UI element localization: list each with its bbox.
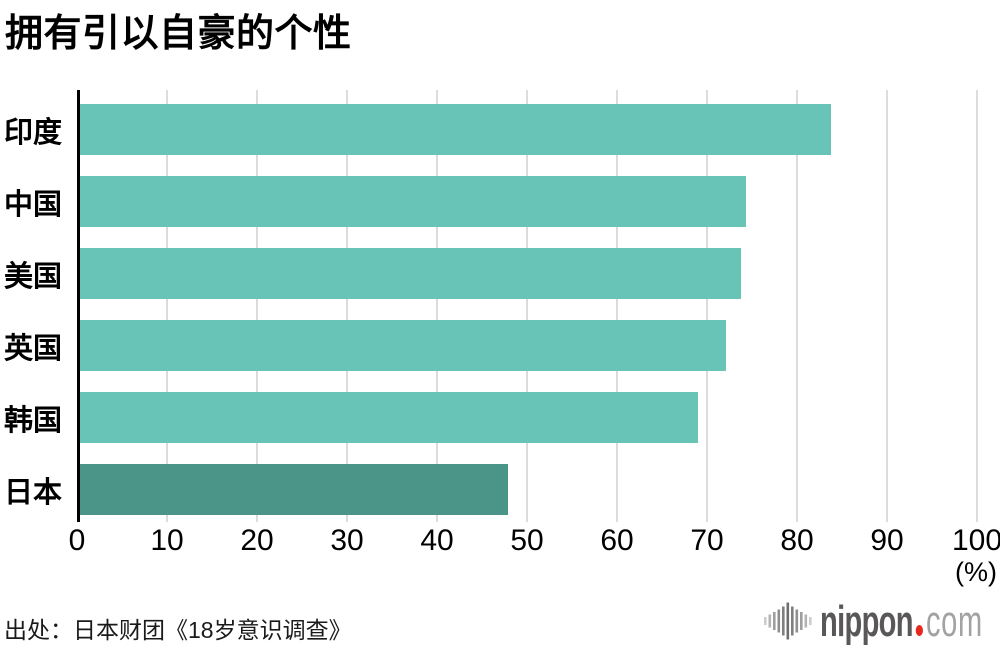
bar-美国 xyxy=(80,248,742,299)
x-tick-label-10: 10 xyxy=(150,524,184,557)
soundwave-bars-icon xyxy=(764,602,812,640)
x-tick-label-20: 20 xyxy=(240,524,274,557)
gridline-100 xyxy=(976,90,978,522)
nippon-logo: nippon com xyxy=(764,597,1000,646)
category-label-日本: 日本 xyxy=(4,476,63,509)
x-tick-label-0: 0 xyxy=(68,524,86,557)
unit-label: (%) xyxy=(955,557,997,587)
gridline-30 xyxy=(346,90,348,522)
x-tick-label-70: 70 xyxy=(690,524,724,557)
category-label-印度: 印度 xyxy=(4,116,63,149)
x-tick-label-90: 90 xyxy=(870,524,904,557)
x-tick-label-50: 50 xyxy=(510,524,544,557)
category-label-英国: 英国 xyxy=(4,332,63,365)
category-label-韩国: 韩国 xyxy=(4,404,63,437)
gridline-40 xyxy=(436,90,438,522)
bar-日本 xyxy=(80,464,509,515)
gridline-10 xyxy=(166,90,168,522)
x-tick-label-30: 30 xyxy=(330,524,364,557)
source-caption: 出处：日本财团《18岁意识调查》 xyxy=(4,617,352,643)
x-tick-label-60: 60 xyxy=(600,524,634,557)
category-label-中国: 中国 xyxy=(4,188,63,221)
category-axis: 印度中国美国英国韩国日本 xyxy=(0,90,77,522)
gridline-50 xyxy=(526,90,528,522)
gridline-20 xyxy=(256,90,258,522)
chart-title: 拥有引以自豪的个性 xyxy=(5,13,352,55)
nippon-logo-text: nippon com xyxy=(820,597,983,646)
x-tick-label-40: 40 xyxy=(420,524,454,557)
bar-韩国 xyxy=(80,392,698,443)
x-tick-label-100: 100 xyxy=(951,524,1000,557)
category-label-美国: 美国 xyxy=(4,260,63,293)
gridline-60 xyxy=(616,90,618,522)
logo-red-dot xyxy=(915,625,923,636)
logo-text-suffix: com xyxy=(926,597,983,646)
logo-text-main: nippon xyxy=(820,597,913,646)
x-axis: 0 10 20 30 40 50 60 70 80 90 100 xyxy=(0,524,1000,558)
gridline-80 xyxy=(796,90,798,522)
x-tick-label-80: 80 xyxy=(780,524,814,557)
bar-英国 xyxy=(80,320,726,371)
gridline-90 xyxy=(886,90,888,522)
plot-area xyxy=(77,90,978,522)
bar-中国 xyxy=(80,176,746,227)
gridline-70 xyxy=(706,90,708,522)
bar-印度 xyxy=(80,104,832,155)
